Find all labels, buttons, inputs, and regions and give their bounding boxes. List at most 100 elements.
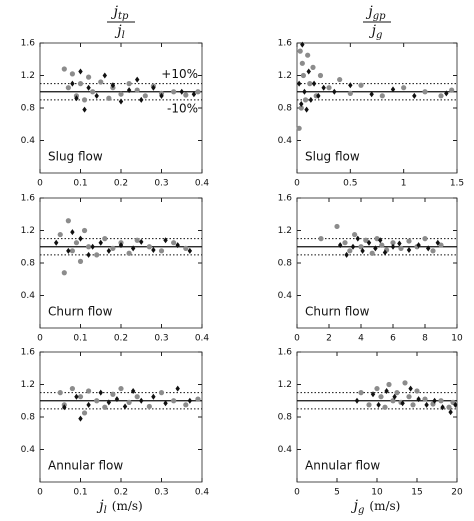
y-tick-label: 1.2	[21, 71, 35, 81]
x-tick-label: 1.5	[450, 179, 464, 189]
data-point	[360, 247, 365, 254]
data-point	[350, 243, 356, 250]
data-point	[118, 242, 124, 249]
y-tick-label: 1.2	[21, 380, 35, 390]
data-point	[61, 270, 67, 276]
title-numerator-sub: tp	[118, 11, 129, 22]
data-point	[66, 247, 71, 254]
annotation: +10%	[161, 67, 198, 81]
data-point	[316, 92, 321, 99]
data-point	[187, 397, 193, 404]
panel-label: Annular flow	[305, 459, 380, 473]
annotation: -10%	[167, 101, 198, 115]
data-point	[102, 72, 107, 79]
data-point	[57, 231, 63, 238]
data-point	[126, 399, 132, 405]
data-point	[363, 237, 369, 243]
x-axis-label: jg (m/s)	[351, 498, 401, 516]
data-point	[332, 88, 337, 95]
title-denominator-base: j	[369, 23, 377, 39]
data-point	[65, 218, 71, 224]
x-tick-label: 0	[294, 488, 300, 498]
data-point	[378, 237, 383, 244]
data-point	[382, 249, 388, 256]
data-point	[98, 389, 103, 396]
data-point	[86, 401, 91, 408]
y-tick-label: 1.2	[21, 226, 35, 236]
data-point	[386, 381, 392, 388]
data-point	[74, 95, 79, 102]
data-point	[326, 85, 332, 91]
x-tick-label: 0.3	[154, 334, 168, 344]
data-point	[342, 240, 348, 246]
x-tick-label: 8	[422, 334, 428, 344]
data-point	[422, 89, 428, 95]
data-point	[416, 242, 421, 249]
y-tick-label: 0.4	[278, 291, 293, 301]
x-tick-label: 0.2	[114, 334, 128, 344]
data-point	[151, 393, 156, 400]
data-point	[426, 245, 431, 252]
data-point	[347, 248, 353, 254]
data-point	[126, 81, 132, 87]
data-point	[187, 247, 193, 254]
data-point	[195, 89, 201, 95]
data-point	[302, 88, 307, 95]
data-point	[65, 85, 71, 91]
y-tick-label: 1.2	[278, 71, 292, 81]
data-point	[308, 96, 314, 103]
x-tick-label: 0	[294, 334, 300, 344]
title-denominator-sub: g	[376, 30, 382, 41]
data-point	[183, 92, 189, 98]
data-point	[110, 245, 116, 251]
data-point	[163, 237, 168, 244]
x-tick-label: 0	[37, 334, 43, 344]
data-point	[102, 236, 108, 242]
data-point	[134, 87, 140, 93]
panel-label: Churn flow	[48, 305, 113, 319]
x-tick-label: 1	[401, 179, 407, 189]
data-point	[78, 415, 83, 422]
data-point	[422, 236, 428, 242]
title-numerator: jtp	[111, 4, 129, 22]
data-point	[300, 72, 306, 79]
data-point	[412, 92, 417, 99]
panel-label: Slug flow	[48, 150, 103, 164]
data-point	[354, 397, 360, 404]
data-point	[90, 89, 96, 95]
title-denominator: jl	[114, 23, 125, 41]
data-point	[384, 388, 389, 394]
data-point	[106, 95, 112, 101]
data-point	[122, 403, 128, 410]
data-point	[151, 247, 156, 253]
data-point	[379, 93, 385, 99]
x-tick-label: 0	[37, 488, 43, 498]
data-point	[304, 106, 309, 113]
y-tick-label: 1.6	[21, 348, 36, 358]
data-point	[69, 385, 75, 392]
y-tick-label: 1.6	[21, 39, 36, 49]
data-point	[435, 239, 440, 246]
data-point	[358, 82, 364, 88]
y-tick-label: 1.2	[278, 226, 292, 236]
data-point	[77, 81, 84, 87]
data-point	[299, 60, 305, 66]
y-tick-label: 1.6	[21, 194, 36, 204]
data-point	[416, 396, 421, 403]
x-tick-label: 0.1	[73, 334, 87, 344]
data-point	[444, 90, 449, 97]
data-point	[118, 91, 124, 97]
x-axis-label: jl (m/s)	[96, 498, 143, 516]
title-numerator: jgp	[365, 4, 386, 22]
data-point	[94, 398, 100, 404]
data-point	[102, 404, 108, 410]
data-point	[438, 398, 444, 404]
x-tick-label: 0.4	[195, 488, 210, 498]
data-point	[98, 239, 103, 246]
data-point	[114, 396, 120, 403]
data-point	[406, 247, 412, 253]
y-tick-label: 0.4	[21, 291, 36, 301]
data-point	[338, 242, 343, 249]
y-tick-label: 1.6	[278, 39, 293, 49]
